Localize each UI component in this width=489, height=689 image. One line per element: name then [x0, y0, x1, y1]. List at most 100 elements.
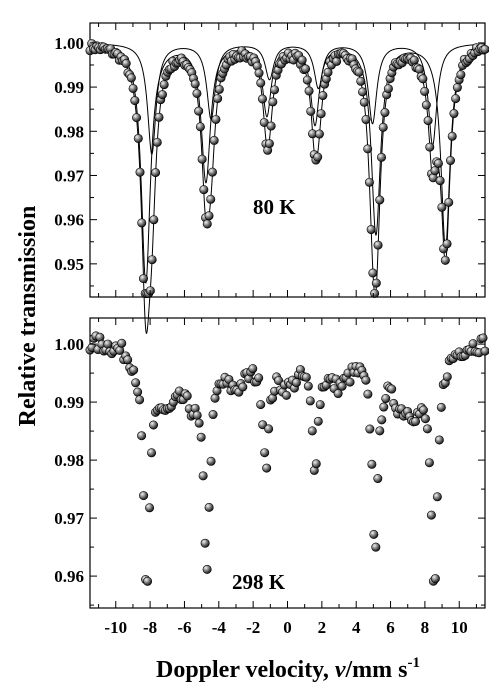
data-point	[305, 396, 315, 406]
data-point	[314, 129, 324, 139]
data-point	[214, 84, 224, 94]
data-point	[121, 59, 131, 69]
data-point	[332, 56, 342, 66]
data-point	[316, 109, 326, 119]
data-point	[430, 166, 440, 176]
temperature-label-298k: 298 K	[232, 570, 286, 594]
x-tick-label: 0	[283, 618, 292, 637]
y-tick-label: 0.99	[54, 78, 84, 97]
y-axis-title: Relative transmission	[15, 206, 41, 427]
data-point	[380, 108, 390, 118]
data-point	[418, 405, 428, 415]
data-point	[354, 67, 364, 77]
data-point	[195, 122, 205, 132]
data-point	[365, 424, 375, 434]
y-tick-label: 0.97	[54, 509, 84, 528]
data-point	[282, 390, 292, 400]
data-point	[440, 255, 450, 265]
data-point	[147, 255, 157, 265]
data-point	[371, 278, 381, 288]
data-point	[213, 94, 223, 104]
data-point	[135, 395, 145, 405]
data-point	[420, 414, 430, 424]
data-point	[256, 400, 266, 410]
data-point	[318, 91, 328, 101]
data-point	[190, 79, 200, 89]
data-point	[373, 240, 383, 250]
ticks-80k	[90, 23, 485, 297]
data-point	[197, 154, 207, 164]
panel-80k: 0.95 0.96 0.97 0.98 0.99 1.00 80 K	[54, 22, 489, 334]
data-point	[379, 402, 389, 412]
data-point	[200, 538, 210, 548]
data-point	[303, 381, 313, 391]
data-point	[301, 372, 311, 382]
data-point	[383, 84, 393, 94]
x-tick-label: 8	[421, 618, 430, 637]
data-point	[128, 83, 138, 93]
data-point	[381, 394, 391, 404]
panel-298k: 0.960.970.980.991.00 -10 -8 -6 -4 -2 0 2 4 6 8 10 …	[54, 317, 489, 637]
data-point	[378, 122, 388, 132]
data-point	[204, 502, 214, 512]
y-tick-label: 1.00	[54, 335, 84, 354]
data-point	[208, 410, 218, 420]
data-point	[137, 431, 147, 441]
data-point	[304, 86, 314, 96]
x-tick-label: -8	[143, 618, 157, 637]
data-point	[103, 339, 113, 349]
data-point	[137, 218, 147, 228]
data-point	[138, 274, 148, 284]
data-point	[323, 67, 333, 77]
data-point	[260, 448, 270, 458]
data-point	[199, 185, 209, 195]
data-point	[430, 574, 440, 584]
data-point	[480, 346, 489, 356]
data-point	[301, 64, 311, 74]
data-point	[152, 137, 162, 147]
data-point	[266, 121, 276, 131]
data-point	[306, 106, 316, 116]
plot-frame-top	[89, 22, 486, 298]
y-tick-label: 0.97	[54, 166, 84, 185]
x-tick-labels: -10 -8 -6 -4 -2 0 2 4 6 8 10	[104, 618, 467, 637]
data-point	[198, 471, 208, 481]
data-point	[149, 215, 159, 225]
subspectrum-2-curve	[89, 43, 486, 155]
x-tick-label: 10	[451, 618, 468, 637]
data-point	[254, 68, 264, 78]
y-tick-label: 1.00	[54, 34, 84, 53]
data-point	[456, 70, 466, 80]
data-point	[151, 168, 161, 178]
data-point	[468, 339, 478, 349]
data-point	[363, 389, 373, 399]
data-points-298k	[85, 331, 489, 586]
data-point	[211, 114, 221, 124]
data-point	[361, 115, 371, 125]
data-point	[210, 393, 220, 403]
data-point	[375, 195, 385, 205]
data-point	[422, 424, 432, 434]
y-tick-label: 0.98	[54, 451, 84, 470]
x-axis-title-sup: -1	[408, 655, 421, 671]
data-point	[297, 55, 307, 65]
data-point	[132, 113, 142, 123]
x-tick-label: -10	[104, 618, 127, 637]
data-point	[345, 377, 355, 387]
data-point	[248, 364, 258, 374]
data-point	[126, 73, 136, 83]
data-point	[254, 373, 264, 383]
data-point	[366, 225, 376, 235]
data-point	[145, 503, 155, 513]
data-point	[133, 387, 143, 397]
y-tick-labels-298k: 0.96 0.97 0.98 0.99 1.00	[54, 335, 84, 586]
data-point	[131, 378, 141, 388]
data-point	[157, 90, 167, 100]
data-point	[369, 529, 379, 539]
data-point	[192, 88, 202, 98]
data-point	[409, 55, 419, 65]
data-point	[363, 144, 373, 154]
data-point	[147, 448, 157, 458]
data-point	[435, 176, 445, 186]
data-point	[315, 400, 325, 410]
